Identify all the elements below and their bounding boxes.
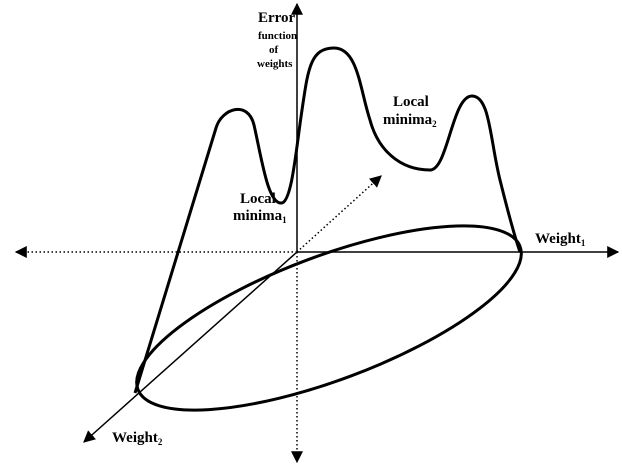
weight1-label: Weight1 [535,231,586,248]
label-text: Weight [112,430,158,446]
error-curve [133,46,522,394]
error-label: of [269,44,279,56]
label-subscript: 1 [581,238,586,248]
weight2-axis-back [296,175,382,253]
label-subscript: 2 [158,437,163,447]
annotation-line: minima1 [233,208,287,225]
error-label: function [258,30,297,42]
label-subscript: 1 [282,215,287,225]
label-text: minima [233,208,283,224]
annotation-line: minima2 [383,112,437,129]
weight-ellipse [135,224,523,412]
weight2-axis [83,251,298,443]
error-label: weights [257,58,293,70]
label-subscript: 2 [432,119,437,129]
label-text: minima [383,112,433,128]
weight2-label: Weight2 [112,430,163,447]
label-text: Weight [535,231,581,247]
error-label: Error [258,10,296,26]
annotation-line: Local [240,191,276,207]
annotation-line: Local [393,94,429,110]
